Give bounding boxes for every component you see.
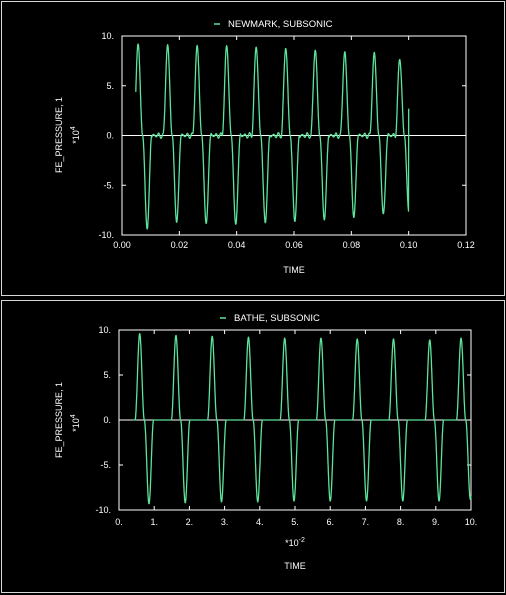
y-tick-label: -5. — [103, 180, 114, 190]
x-tick-label: 0.06 — [285, 240, 303, 250]
x-tick-label: 0.10 — [400, 240, 418, 250]
x-tick-label: 1. — [150, 517, 158, 527]
x-tick-label: 6. — [326, 517, 334, 527]
chart-title: NEWMARK, SUBSONIC — [228, 19, 333, 30]
x-tick-label: 0.00 — [113, 240, 131, 250]
x-tick-label: 0.08 — [343, 240, 361, 250]
y-tick-label: -10. — [95, 505, 111, 515]
x-tick-label: 4. — [256, 517, 264, 527]
bathe-chart-svg: BATHE, SUBSONIC 0. 1. 2. 3. 4. 5. 6. 7. 8. 9. 10. 10… — [54, 313, 478, 571]
x-tick-label: 9. — [432, 517, 440, 527]
x-tick-label: 8. — [397, 517, 405, 527]
x-tick-label: 0.04 — [228, 240, 246, 250]
y-tick-label: 5. — [103, 370, 111, 380]
chart-panel-bathe: BATHE, SUBSONIC 0. 1. 2. 3. 4. 5. 6. 7. 8. 9. 10. 10… — [1, 300, 505, 593]
y-tick-label: 10. — [101, 31, 114, 41]
chart-title: BATHE, SUBSONIC — [234, 313, 320, 324]
x-tick-label: 0. — [115, 517, 123, 527]
y-axis-label: FE_PRESSURE, 1 — [54, 97, 64, 173]
y-axis-label: FE_PRESSURE, 1 — [54, 382, 64, 458]
y-multiplier: *104 — [70, 414, 81, 432]
x-tick-label: 7. — [362, 517, 370, 527]
x-tick-label: 5. — [291, 517, 299, 527]
x-axis-label: TIME — [284, 561, 306, 571]
y-tick-label: -10. — [98, 230, 114, 240]
x-tick-label: 0.02 — [171, 240, 189, 250]
series-line-newmark-subsonic — [135, 43, 410, 230]
chart-panel-newmark: NEWMARK, SUBSONIC 0.00 0.02 0.04 0.06 0.08 0.1… — [1, 1, 505, 296]
x-tick-label: 10. — [465, 517, 478, 527]
x-tick-label: 2. — [186, 517, 194, 527]
y-tick-label: -5. — [100, 460, 111, 470]
x-tick-label: 0.12 — [457, 240, 475, 250]
y-tick-label: 10. — [98, 325, 111, 335]
x-axis-label: TIME — [283, 265, 305, 275]
x-multiplier: *10-2 — [285, 537, 305, 548]
x-tick-label: 3. — [221, 517, 229, 527]
y-tick-label: 5. — [106, 81, 114, 91]
y-tick-label: 0. — [103, 415, 111, 425]
y-multiplier: *104 — [70, 126, 81, 144]
y-tick-label: 0. — [106, 131, 114, 141]
series-line-bathe-subsonic — [132, 333, 472, 505]
